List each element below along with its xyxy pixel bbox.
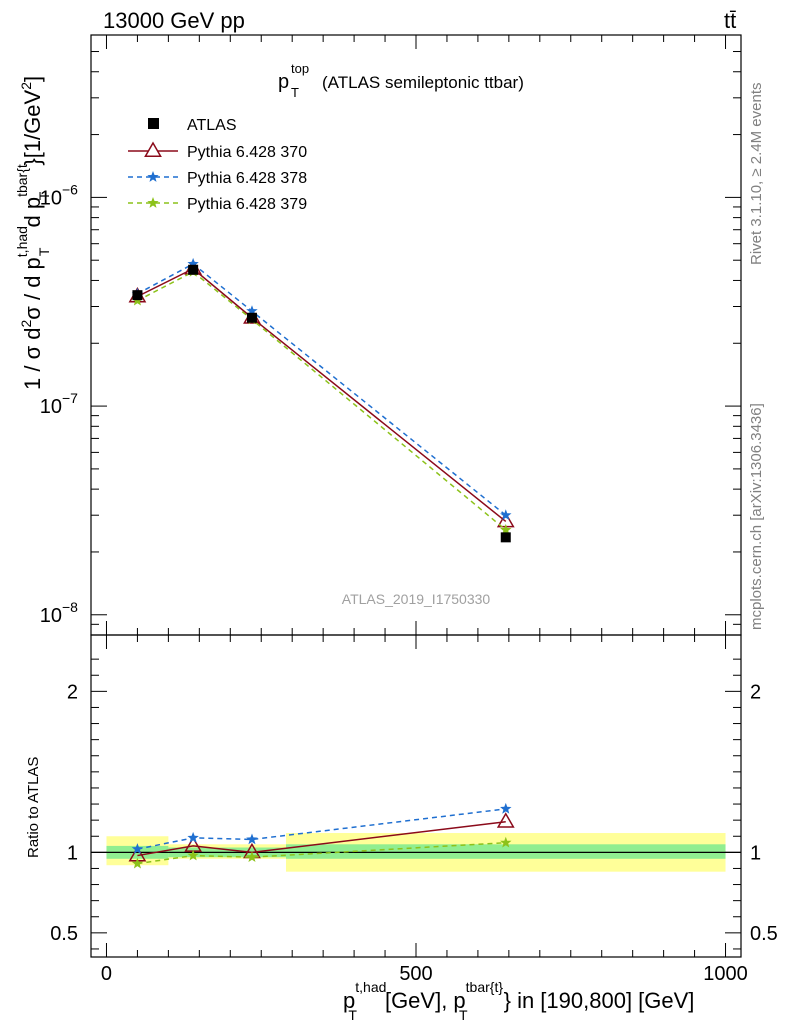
ratio-point-3 bbox=[131, 857, 144, 869]
xlabel-p2-sub: T bbox=[459, 1007, 468, 1023]
legend-label-0: ATLAS bbox=[187, 117, 237, 134]
series-point-2 bbox=[500, 509, 512, 521]
series-line-2 bbox=[137, 263, 507, 516]
xlabel-p2-sup: tbar{t} bbox=[466, 979, 504, 995]
ratio-y-tick-label: 2 bbox=[67, 681, 78, 703]
ylabel-sup-tbar: tbar{t bbox=[14, 164, 30, 197]
ylabel-part4: }[1/GeV bbox=[20, 89, 45, 165]
xlabel-end: } in [190,800] [GeV] bbox=[504, 988, 695, 1013]
xlabel-p1: p bbox=[343, 988, 355, 1013]
ylabel-part1: 1 / σ d bbox=[20, 328, 45, 391]
ratio-y-tick-label-right: 0.5 bbox=[750, 923, 778, 945]
series-point-2 bbox=[187, 257, 199, 269]
main-panel: 10−810−710−6 bbox=[40, 34, 742, 636]
x-axis-label: pt,had T[GeV], ptbar{t} T} in [190,800] [G… bbox=[343, 979, 694, 1023]
ratio-y-tick-label-right: 2 bbox=[750, 681, 761, 703]
legend-marker-atlas bbox=[148, 118, 159, 129]
xlabel-p1-sub: T bbox=[348, 1007, 357, 1023]
legend-marker-2 bbox=[147, 171, 159, 182]
ratio-point-1 bbox=[496, 812, 515, 828]
chart-title: p top T (ATLAS semileptonic ttbar) bbox=[278, 61, 524, 100]
ratio-line-1 bbox=[137, 821, 506, 857]
title-sub: T bbox=[291, 85, 299, 100]
ylabel-part2: σ / d p bbox=[20, 257, 45, 320]
ratio-y-label: Ratio to ATLAS bbox=[25, 757, 42, 858]
header-process: tt̄ bbox=[724, 8, 736, 33]
xlabel-p1-sup: t,had bbox=[355, 979, 386, 995]
ylabel-sup-gev: 2 bbox=[18, 82, 34, 90]
y-tick-label: 10 bbox=[40, 187, 62, 209]
ratio-y-tick-label: 1 bbox=[67, 842, 78, 864]
title-sup: top bbox=[291, 61, 309, 76]
title-rest: (ATLAS semileptonic ttbar) bbox=[322, 73, 524, 92]
ylabel-sup2: 2 bbox=[18, 320, 34, 328]
xlabel-mid: [GeV], p bbox=[385, 988, 466, 1013]
ratio-point-2 bbox=[131, 843, 144, 854]
analysis-watermark: ATLAS_2019_I1750330 bbox=[342, 591, 491, 607]
title-p: p bbox=[278, 71, 289, 93]
ylabel-sup-had: t,had bbox=[14, 226, 30, 257]
legend-label-1: Pythia 6.428 370 bbox=[187, 144, 307, 161]
y-tick-exponent: −7 bbox=[62, 390, 78, 406]
y-tick-label: 10 bbox=[40, 605, 62, 627]
ratio-line-3 bbox=[137, 841, 506, 865]
ratio-point-3 bbox=[246, 851, 258, 862]
y-tick-exponent: −6 bbox=[62, 181, 78, 197]
legend-label-3: Pythia 6.428 379 bbox=[187, 196, 307, 213]
ratio-frame bbox=[90, 634, 742, 958]
legend-label-2: Pythia 6.428 378 bbox=[187, 170, 307, 187]
y-axis-label: 1 / σ d2σ / d pt,had Td ptbar{t T}[1/GeV2] bbox=[14, 76, 52, 390]
legend-marker-3 bbox=[147, 197, 159, 208]
atlas-data-point bbox=[188, 264, 199, 275]
ratio-point-3 bbox=[500, 836, 512, 848]
series-point-2 bbox=[246, 305, 258, 316]
mcplots-label: mcplots.cern.ch [arXiv:1306.3436] bbox=[748, 403, 765, 630]
y-tick-label: 10 bbox=[40, 396, 62, 418]
ratio-point-3 bbox=[187, 849, 199, 861]
atlas-data-point bbox=[500, 532, 511, 543]
ylabel-sub-t2: T bbox=[36, 191, 52, 200]
x-tick-label: 1000 bbox=[703, 963, 748, 985]
ratio-point-2 bbox=[500, 802, 512, 814]
ylabel-part5: ] bbox=[20, 76, 45, 82]
ratio-y-tick-label: 0.5 bbox=[50, 923, 78, 945]
ylabel-sub-t1: T bbox=[36, 247, 52, 256]
series-line-3 bbox=[137, 270, 507, 531]
band-inner-2 bbox=[286, 844, 726, 859]
atlas-data-point bbox=[132, 290, 143, 301]
x-tick-label: 500 bbox=[399, 963, 432, 985]
ratio-line-2 bbox=[137, 808, 506, 850]
ratio-point-2 bbox=[246, 833, 258, 845]
header-energy: 13000 GeV pp bbox=[103, 8, 245, 33]
x-tick-label: 0 bbox=[101, 963, 112, 985]
y-tick-exponent: −8 bbox=[62, 599, 78, 615]
rivet-label: Rivet 3.1.10, ≥ 2.4M events bbox=[748, 83, 765, 266]
ylabel-part3: d p bbox=[20, 197, 45, 228]
ratio-point-2 bbox=[187, 831, 199, 843]
series-line-1 bbox=[137, 267, 507, 523]
legend-marker-1 bbox=[144, 141, 162, 157]
series-point-3 bbox=[500, 523, 512, 535]
atlas-data-point bbox=[246, 312, 257, 323]
ratio-y-tick-label-right: 1 bbox=[750, 842, 761, 864]
legend: ATLAS Pythia 6.428 370 Pythia 6.428 378 Pyt… bbox=[128, 117, 307, 213]
